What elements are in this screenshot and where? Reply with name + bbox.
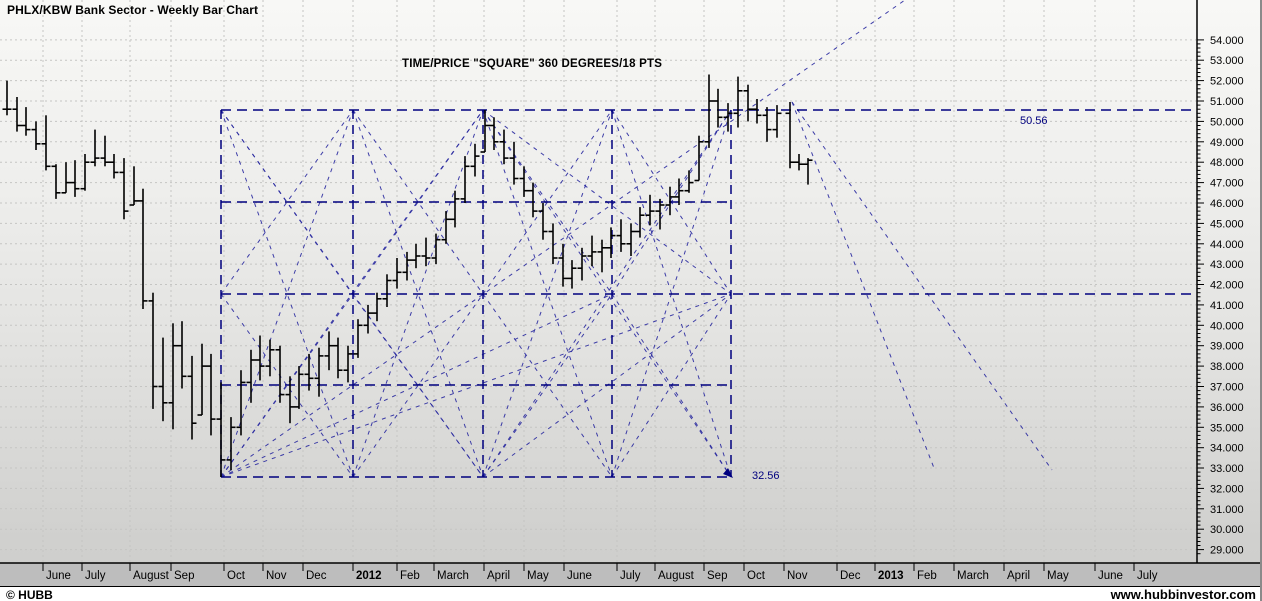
price-bars: [2, 74, 813, 477]
svg-text:41.000: 41.000: [1210, 300, 1244, 312]
chart-background: [0, 0, 1262, 586]
y-axis: 54.000 53.000 52.000 51.000 50.000 49.000 48.0…: [1196, 0, 1244, 585]
svg-text:30.000: 30.000: [1210, 524, 1244, 536]
svg-text:54.000: 54.000: [1210, 35, 1244, 47]
svg-text:Oct: Oct: [747, 570, 766, 582]
copyright-text: © HUBB: [6, 588, 53, 601]
svg-text:36.000: 36.000: [1210, 402, 1244, 414]
svg-text:Sep: Sep: [174, 570, 194, 582]
gann-level-label-bottom: 32.56: [752, 470, 780, 482]
website-link[interactable]: www.hubbinvestor.com: [1110, 587, 1256, 601]
svg-text:42.000: 42.000: [1210, 280, 1244, 292]
svg-text:50.000: 50.000: [1210, 116, 1244, 128]
svg-text:July: July: [1137, 570, 1158, 582]
gann-level-label-top: 50.56: [1020, 115, 1048, 127]
svg-text:April: April: [487, 570, 510, 582]
svg-text:2013: 2013: [878, 570, 904, 582]
svg-text:43.000: 43.000: [1210, 259, 1244, 271]
svg-text:2012: 2012: [356, 570, 382, 582]
svg-text:Nov: Nov: [787, 570, 808, 582]
svg-text:33.000: 33.000: [1210, 463, 1244, 475]
x-axis[interactable]: June July August Sep Oct Nov Dec 2012 Feb March Ap…: [0, 562, 1262, 586]
svg-text:53.000: 53.000: [1210, 55, 1244, 67]
svg-text:31.000: 31.000: [1210, 504, 1244, 516]
svg-text:March: March: [957, 570, 989, 582]
svg-text:June: June: [1098, 570, 1123, 582]
svg-text:47.000: 47.000: [1210, 178, 1244, 190]
svg-text:35.000: 35.000: [1210, 422, 1244, 434]
svg-text:38.000: 38.000: [1210, 361, 1244, 373]
svg-text:32.000: 32.000: [1210, 483, 1244, 495]
svg-text:Dec: Dec: [306, 570, 327, 582]
svg-text:Nov: Nov: [266, 570, 287, 582]
chart-title: PHLX/KBW Bank Sector - Weekly Bar Chart: [7, 3, 259, 17]
svg-text:51.000: 51.000: [1210, 96, 1244, 108]
svg-text:Feb: Feb: [917, 570, 937, 582]
svg-text:48.000: 48.000: [1210, 157, 1244, 169]
svg-text:Feb: Feb: [400, 570, 420, 582]
svg-text:August: August: [658, 570, 695, 582]
svg-text:39.000: 39.000: [1210, 341, 1244, 353]
grid-lines: [0, 0, 1196, 563]
svg-text:August: August: [133, 570, 170, 582]
svg-text:July: July: [85, 570, 106, 582]
svg-text:34.000: 34.000: [1210, 443, 1244, 455]
svg-text:46.000: 46.000: [1210, 198, 1244, 210]
svg-text:Dec: Dec: [840, 570, 861, 582]
svg-text:June: June: [567, 570, 592, 582]
svg-text:April: April: [1007, 570, 1030, 582]
svg-text:March: March: [437, 570, 469, 582]
svg-text:June: June: [46, 570, 71, 582]
svg-text:May: May: [1047, 570, 1069, 582]
svg-text:May: May: [527, 570, 549, 582]
svg-text:49.000: 49.000: [1210, 137, 1244, 149]
svg-text:52.000: 52.000: [1210, 76, 1244, 88]
gann-annotation: TIME/PRICE "SQUARE" 360 DEGREES/18 PTS: [402, 58, 663, 70]
svg-text:29.000: 29.000: [1210, 545, 1244, 557]
svg-text:44.000: 44.000: [1210, 239, 1244, 251]
svg-text:37.000: 37.000: [1210, 382, 1244, 394]
svg-text:45.000: 45.000: [1210, 218, 1244, 230]
svg-text:40.000: 40.000: [1210, 320, 1244, 332]
svg-text:Oct: Oct: [227, 570, 246, 582]
footer-bar: © HUBB www.hubbinvestor.com: [0, 586, 1262, 601]
svg-text:Sep: Sep: [707, 570, 727, 582]
svg-text:July: July: [620, 570, 641, 582]
window-edge: [1260, 0, 1262, 601]
